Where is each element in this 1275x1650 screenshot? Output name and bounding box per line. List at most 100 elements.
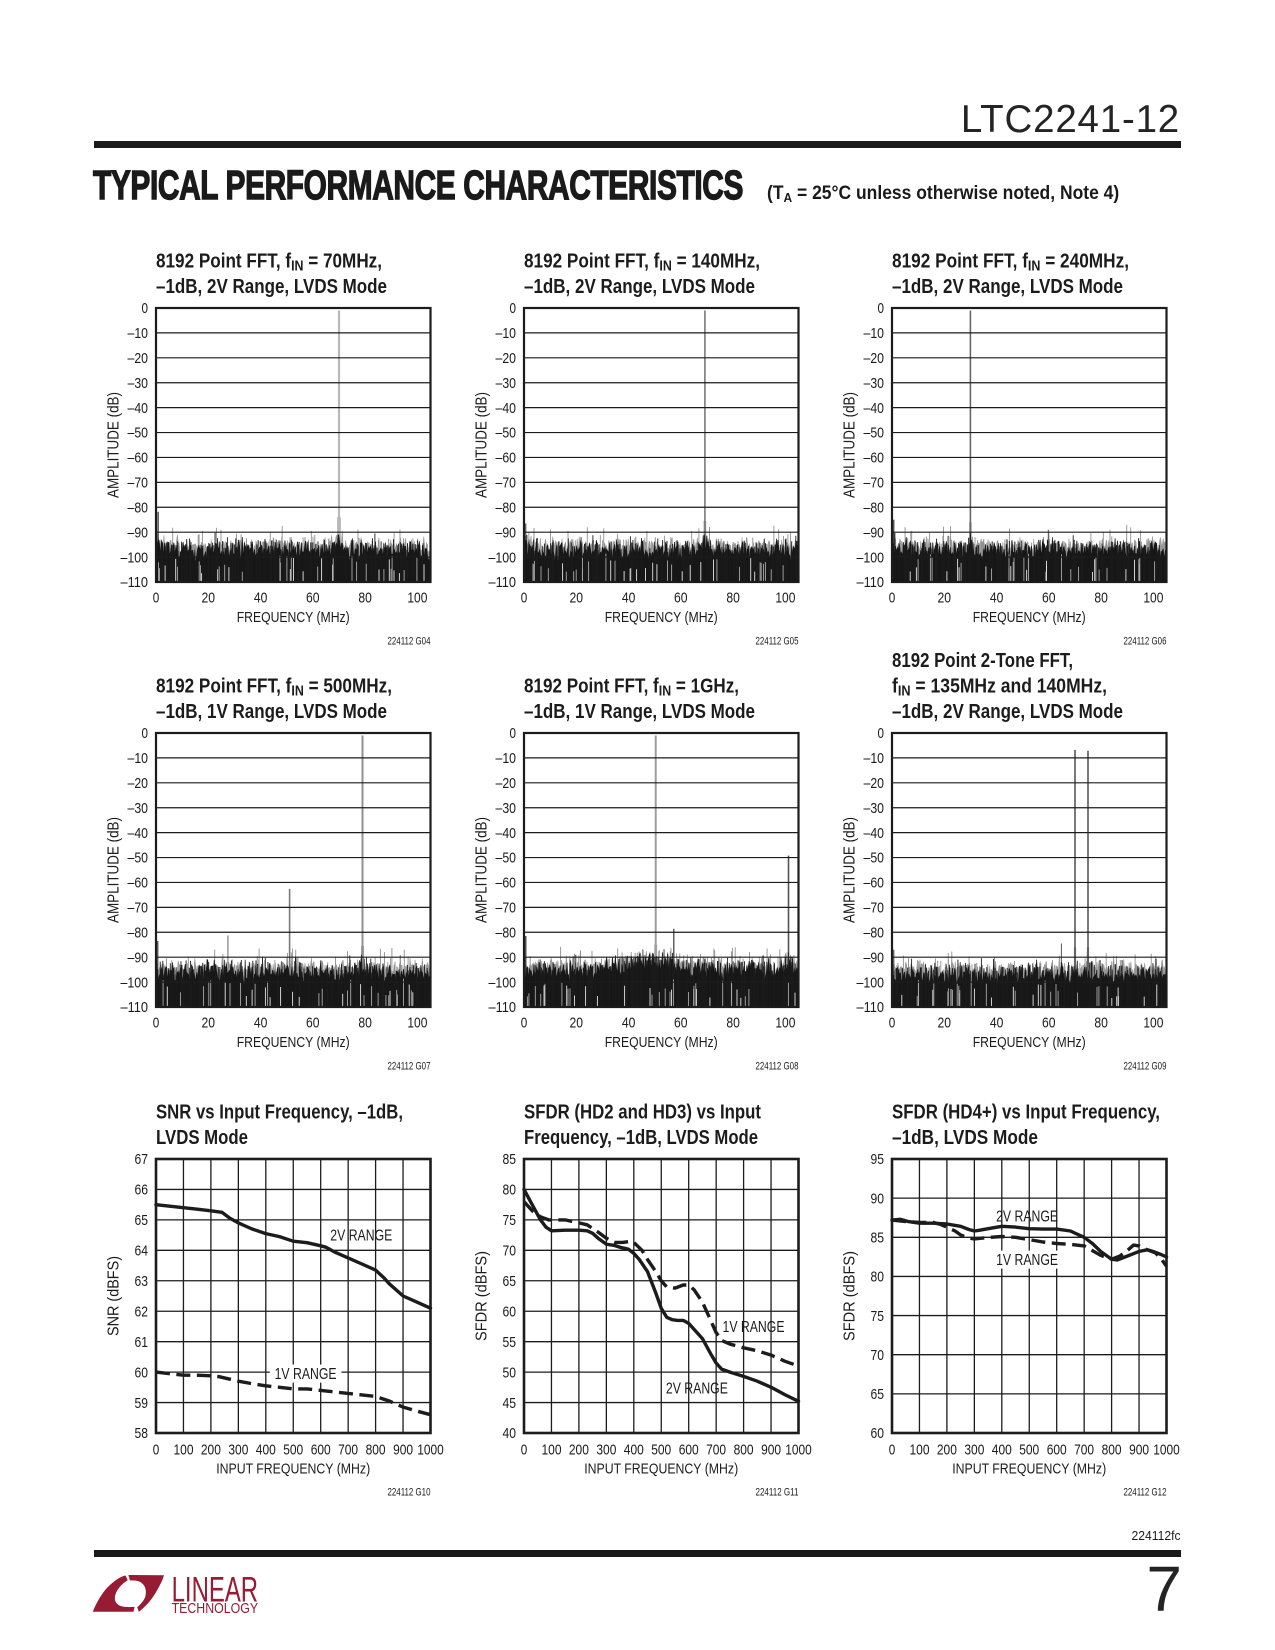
svg-text:95: 95 (871, 1151, 885, 1168)
svg-text:–30: –30 (127, 800, 148, 817)
svg-text:–1dB, 2V Range, LVDS Mode: –1dB, 2V Range, LVDS Mode (892, 276, 1123, 298)
svg-text:–60: –60 (495, 449, 516, 466)
svg-text:62: 62 (134, 1304, 148, 1321)
svg-text:–90: –90 (127, 949, 148, 966)
svg-text:40: 40 (621, 589, 635, 606)
svg-text:–90: –90 (495, 524, 516, 541)
svg-text:80: 80 (1094, 589, 1108, 606)
svg-text:2V RANGE: 2V RANGE (996, 1209, 1058, 1226)
svg-text:–110: –110 (488, 999, 516, 1016)
svg-text:900: 900 (1129, 1442, 1149, 1459)
svg-text:70: 70 (502, 1243, 516, 1260)
svg-text:–50: –50 (495, 424, 516, 441)
svg-text:SNR vs Input Frequency, –1dB,: SNR vs Input Frequency, –1dB, (156, 1102, 403, 1124)
svg-text:–90: –90 (127, 524, 148, 541)
svg-text:66: 66 (134, 1182, 148, 1199)
svg-text:–110: –110 (857, 574, 885, 591)
svg-text:–110: –110 (120, 574, 148, 591)
svg-text:40: 40 (502, 1425, 516, 1442)
svg-text:600: 600 (678, 1442, 698, 1459)
svg-text:60: 60 (674, 1015, 688, 1032)
svg-text:0: 0 (152, 589, 159, 606)
svg-text:–110: –110 (488, 574, 516, 591)
svg-text:–80: –80 (495, 925, 516, 942)
svg-text:59: 59 (134, 1395, 148, 1412)
svg-text:700: 700 (338, 1442, 358, 1459)
svg-text:–100: –100 (488, 549, 516, 566)
svg-text:–60: –60 (127, 449, 148, 466)
svg-text:0: 0 (509, 300, 516, 317)
svg-text:–100: –100 (857, 549, 885, 566)
svg-text:64: 64 (134, 1243, 148, 1260)
svg-text:–70: –70 (127, 474, 148, 491)
svg-text:AMPLITUDE (dB): AMPLITUDE (dB) (105, 817, 122, 923)
svg-text:40: 40 (990, 589, 1004, 606)
svg-text:80: 80 (358, 1015, 372, 1032)
svg-text:–60: –60 (864, 449, 885, 466)
svg-text:75: 75 (871, 1308, 885, 1325)
svg-text:100: 100 (775, 1015, 795, 1032)
svg-text:400: 400 (992, 1442, 1012, 1459)
svg-text:Frequency, –1dB, LVDS Mode: Frequency, –1dB, LVDS Mode (524, 1127, 758, 1149)
svg-text:224112 G07: 224112 G07 (387, 1061, 430, 1073)
svg-text:–20: –20 (864, 775, 885, 792)
svg-text:55: 55 (502, 1334, 516, 1351)
svg-text:–70: –70 (864, 474, 885, 491)
svg-text:–40: –40 (864, 399, 885, 416)
svg-text:SNR (dBFS): SNR (dBFS) (105, 1256, 122, 1336)
svg-text:90: 90 (871, 1191, 885, 1208)
svg-text:–80: –80 (495, 499, 516, 516)
svg-text:20: 20 (201, 1015, 215, 1032)
svg-text:300: 300 (596, 1442, 616, 1459)
svg-text:–100: –100 (857, 974, 885, 991)
svg-text:100: 100 (407, 1015, 427, 1032)
svg-text:–40: –40 (864, 825, 885, 842)
svg-text:–30: –30 (495, 800, 516, 817)
svg-text:700: 700 (706, 1442, 726, 1459)
svg-text:–10: –10 (495, 750, 516, 767)
svg-text:0: 0 (520, 589, 527, 606)
svg-text:–40: –40 (495, 825, 516, 842)
svg-text:1000: 1000 (417, 1442, 444, 1459)
svg-text:224112 G06: 224112 G06 (1124, 635, 1167, 647)
svg-text:1000: 1000 (785, 1442, 812, 1459)
svg-text:8192 Point FFT, fIN​ = 70MHz,: 8192 Point FFT, fIN​ = 70MHz, (156, 250, 382, 274)
svg-text:45: 45 (502, 1395, 516, 1412)
svg-text:FREQUENCY (MHz): FREQUENCY (MHz) (973, 1034, 1086, 1051)
svg-text:0: 0 (889, 589, 896, 606)
svg-text:FREQUENCY (MHz): FREQUENCY (MHz) (604, 609, 717, 626)
svg-text:8192 Point 2-Tone FFT,: 8192 Point 2-Tone FFT, (892, 650, 1073, 672)
svg-text:60: 60 (1042, 589, 1056, 606)
svg-text:–110: –110 (120, 999, 148, 1016)
svg-text:600: 600 (310, 1442, 330, 1459)
svg-text:–50: –50 (127, 850, 148, 867)
svg-text:–80: –80 (864, 925, 885, 942)
svg-text:60: 60 (134, 1365, 148, 1382)
svg-text:500: 500 (651, 1442, 671, 1459)
svg-text:60: 60 (674, 589, 688, 606)
svg-text:300: 300 (964, 1442, 984, 1459)
svg-text:40: 40 (621, 1015, 635, 1032)
svg-text:–1dB, 2V Range, LVDS Mode: –1dB, 2V Range, LVDS Mode (156, 276, 387, 298)
svg-text:–10: –10 (127, 325, 148, 342)
svg-text:20: 20 (938, 589, 952, 606)
svg-text:–20: –20 (495, 350, 516, 367)
svg-text:224112 G04: 224112 G04 (387, 635, 430, 647)
svg-text:500: 500 (1019, 1442, 1039, 1459)
svg-text:800: 800 (733, 1442, 753, 1459)
svg-text:–60: –60 (127, 875, 148, 892)
svg-text:–40: –40 (127, 825, 148, 842)
svg-text:50: 50 (502, 1365, 516, 1382)
svg-text:–50: –50 (864, 424, 885, 441)
svg-text:–90: –90 (864, 524, 885, 541)
svg-text:200: 200 (937, 1442, 957, 1459)
svg-text:fIN​ = 135MHz and 140MHz,: fIN​ = 135MHz and 140MHz, (892, 676, 1107, 700)
svg-text:224112 G09: 224112 G09 (1124, 1061, 1167, 1073)
svg-text:–30: –30 (864, 800, 885, 817)
svg-text:67: 67 (134, 1151, 148, 1168)
svg-text:224112 G12: 224112 G12 (1124, 1487, 1167, 1499)
svg-text:0: 0 (878, 725, 885, 742)
svg-text:61: 61 (134, 1334, 148, 1351)
svg-text:–1dB, 1V Range, LVDS Mode: –1dB, 1V Range, LVDS Mode (524, 701, 755, 723)
svg-text:–30: –30 (495, 374, 516, 391)
